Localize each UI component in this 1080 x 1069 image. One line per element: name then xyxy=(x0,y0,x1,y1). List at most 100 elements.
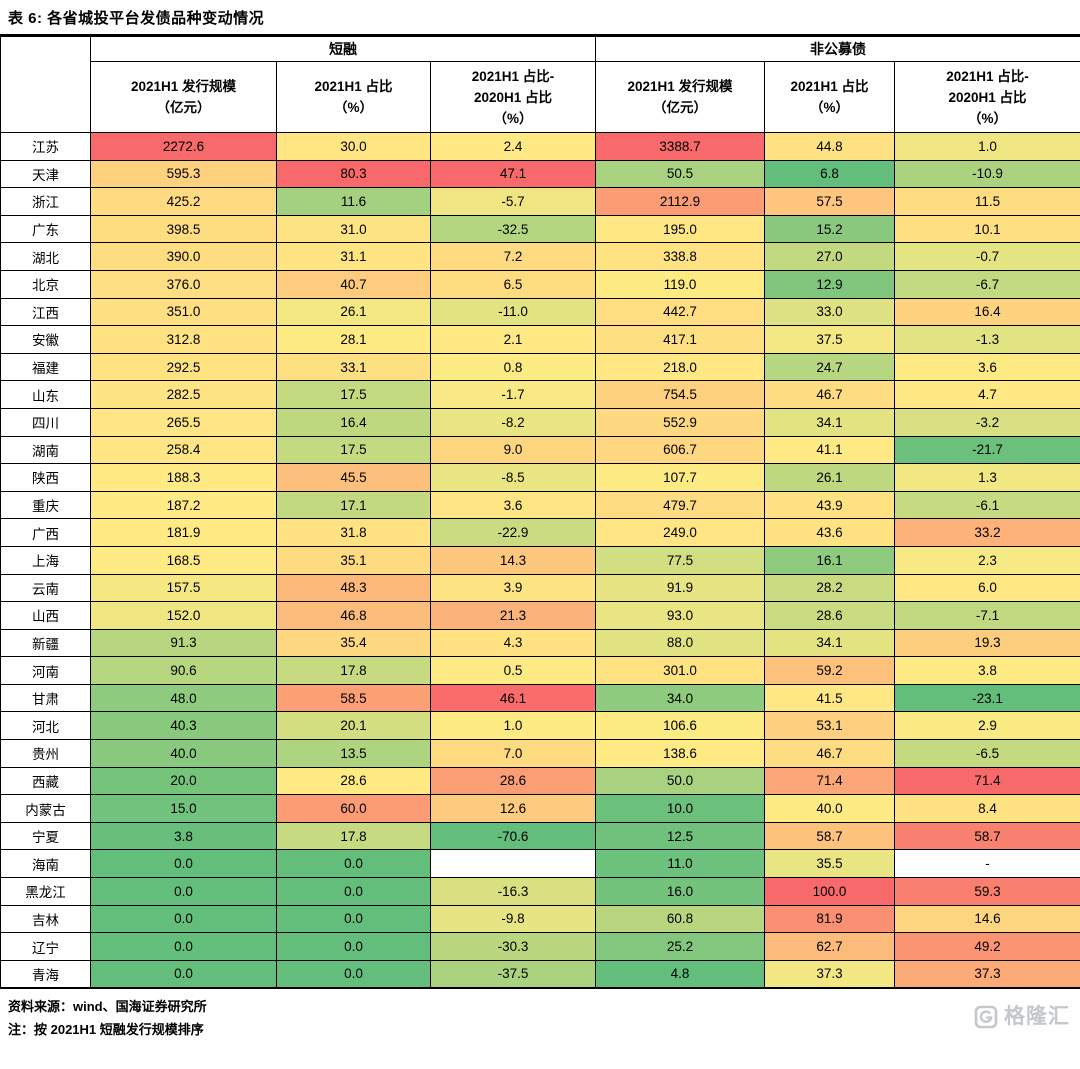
value-cell: 35.4 xyxy=(276,628,431,658)
value-cell: 80.3 xyxy=(276,159,431,189)
value-cell: 425.2 xyxy=(90,187,277,216)
value-cell: 157.5 xyxy=(90,573,277,603)
value-cell: 35.1 xyxy=(276,545,431,575)
value-cell: -5.7 xyxy=(429,187,597,216)
value-cell: 28.2 xyxy=(764,573,896,603)
table-row: 江西 351.0 26.1 -11.0 442.7 33.0 16.4 xyxy=(0,297,1080,327)
province-cell: 贵州 xyxy=(0,739,91,768)
table-row: 新疆 91.3 35.4 4.3 88.0 34.1 19.3 xyxy=(0,628,1080,658)
value-cell: 1.0 xyxy=(894,132,1080,161)
table-row: 宁夏 3.8 17.8 -70.6 12.5 58.7 58.7 xyxy=(0,821,1080,851)
value-cell: 8.4 xyxy=(894,794,1080,823)
value-cell: -21.7 xyxy=(894,435,1080,465)
value-cell: 41.5 xyxy=(764,683,896,713)
value-cell: 17.5 xyxy=(276,435,431,465)
value-cell: 417.1 xyxy=(595,325,766,354)
value-cell: 20.1 xyxy=(276,711,431,741)
value-cell: 312.8 xyxy=(90,325,277,354)
province-cell: 河南 xyxy=(0,656,91,685)
value-cell: -37.5 xyxy=(429,959,597,989)
value-cell: 0.8 xyxy=(429,352,597,382)
value-cell: 1.0 xyxy=(429,711,597,741)
value-cell: 14.6 xyxy=(894,904,1080,934)
table-row: 湖北 390.0 31.1 7.2 338.8 27.0 -0.7 xyxy=(0,242,1080,271)
value-cell: 0.0 xyxy=(276,877,431,906)
value-cell: -1.3 xyxy=(894,325,1080,354)
table-row: 福建 292.5 33.1 0.8 218.0 24.7 3.6 xyxy=(0,352,1080,382)
value-cell: -0.7 xyxy=(894,242,1080,271)
value-cell: 17.8 xyxy=(276,821,431,851)
value-cell: 2.3 xyxy=(894,545,1080,575)
value-cell: 7.2 xyxy=(429,242,597,271)
value-cell: 2112.9 xyxy=(595,187,766,216)
value-cell: -11.0 xyxy=(429,297,597,327)
value-cell: 152.0 xyxy=(90,601,277,630)
value-cell: 81.9 xyxy=(764,904,896,934)
value-cell: 119.0 xyxy=(595,269,766,299)
value-cell: 53.1 xyxy=(764,711,896,741)
value-cell: -6.1 xyxy=(894,490,1080,520)
value-cell: 595.3 xyxy=(90,159,277,189)
province-cell: 青海 xyxy=(0,959,91,989)
value-cell: 7.0 xyxy=(429,739,597,768)
province-cell: 黑龙江 xyxy=(0,877,91,906)
value-cell: 376.0 xyxy=(90,269,277,299)
value-cell: 4.7 xyxy=(894,380,1080,409)
province-cell: 湖北 xyxy=(0,242,91,271)
table-row: 山西 152.0 46.8 21.3 93.0 28.6 -7.1 xyxy=(0,601,1080,630)
value-cell: 21.3 xyxy=(429,601,597,630)
gelonghui-logo-icon xyxy=(974,1005,998,1029)
value-cell: -10.9 xyxy=(894,159,1080,189)
value-cell: 49.2 xyxy=(894,932,1080,961)
value-cell: 3.8 xyxy=(90,821,277,851)
value-cell: 88.0 xyxy=(595,628,766,658)
value-cell: 48.3 xyxy=(276,573,431,603)
value-cell: 40.0 xyxy=(764,794,896,823)
value-cell: 28.1 xyxy=(276,325,431,354)
value-cell: 9.0 xyxy=(429,435,597,465)
value-cell: 40.7 xyxy=(276,269,431,299)
value-cell: 31.8 xyxy=(276,518,431,547)
gelonghui-watermark: 格隆汇 xyxy=(974,999,1070,1036)
province-cell: 广东 xyxy=(0,214,91,244)
table-row: 北京 376.0 40.7 6.5 119.0 12.9 -6.7 xyxy=(0,269,1080,299)
table-row: 贵州 40.0 13.5 7.0 138.6 46.7 -6.5 xyxy=(0,739,1080,768)
province-cell: 辽宁 xyxy=(0,932,91,961)
value-cell: 0.0 xyxy=(90,932,277,961)
table-row: 甘肃 48.0 58.5 46.1 34.0 41.5 -23.1 xyxy=(0,683,1080,713)
value-cell: 12.6 xyxy=(429,794,597,823)
value-cell: -1.7 xyxy=(429,380,597,409)
table-row: 上海 168.5 35.1 14.3 77.5 16.1 2.3 xyxy=(0,545,1080,575)
province-cell: 北京 xyxy=(0,269,91,299)
table-row: 广西 181.9 31.8 -22.9 249.0 43.6 33.2 xyxy=(0,518,1080,547)
table-row: 河南 90.6 17.8 0.5 301.0 59.2 3.8 xyxy=(0,656,1080,685)
value-cell: 338.8 xyxy=(595,242,766,271)
value-cell: 37.3 xyxy=(894,959,1080,989)
value-cell: 90.6 xyxy=(90,656,277,685)
value-cell: 62.7 xyxy=(764,932,896,961)
province-cell: 山西 xyxy=(0,601,91,630)
province-cell: 湖南 xyxy=(0,435,91,465)
province-cell: 浙江 xyxy=(0,187,91,216)
table-row: 安徽 312.8 28.1 2.1 417.1 37.5 -1.3 xyxy=(0,325,1080,354)
province-cell: 吉林 xyxy=(0,904,91,934)
value-cell: 26.1 xyxy=(764,463,896,492)
value-cell: 2272.6 xyxy=(90,132,277,161)
value-cell: 0.0 xyxy=(276,849,431,879)
value-cell: 34.1 xyxy=(764,628,896,658)
value-cell: 26.1 xyxy=(276,297,431,327)
value-cell: 13.5 xyxy=(276,739,431,768)
value-cell: -3.2 xyxy=(894,407,1080,437)
value-cell: 59.3 xyxy=(894,877,1080,906)
value-cell: -23.1 xyxy=(894,683,1080,713)
value-cell: 249.0 xyxy=(595,518,766,547)
value-cell: 15.0 xyxy=(90,794,277,823)
value-cell: 33.2 xyxy=(894,518,1080,547)
value-cell: 91.9 xyxy=(595,573,766,603)
value-cell: -8.2 xyxy=(429,407,597,437)
value-cell: 16.4 xyxy=(276,407,431,437)
table-row: 青海 0.0 0.0 -37.5 4.8 37.3 37.3 xyxy=(0,959,1080,989)
value-cell: 0.0 xyxy=(276,932,431,961)
value-cell: 3.8 xyxy=(894,656,1080,685)
gelonghui-logo-text: 格隆汇 xyxy=(1004,1004,1070,1028)
